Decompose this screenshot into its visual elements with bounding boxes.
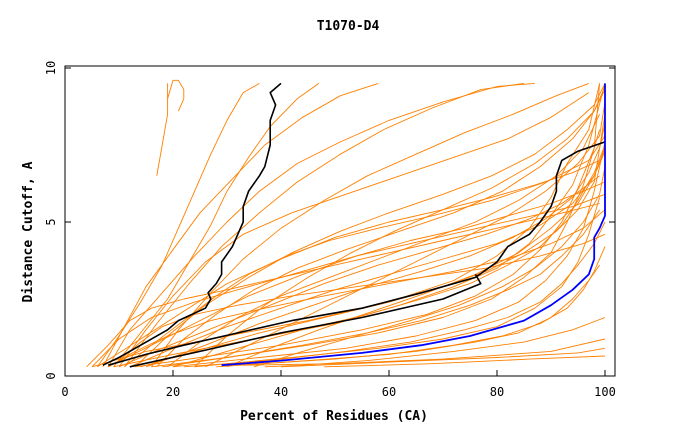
model-line-11 <box>102 82 379 368</box>
model-line-28 <box>156 83 169 176</box>
model-line-36 <box>253 166 606 368</box>
model-line-22 <box>237 264 600 366</box>
best-series-group <box>221 83 606 367</box>
model-series-group <box>86 79 606 368</box>
x-tick-label-5: 100 <box>594 385 616 399</box>
x-tick-label-3: 60 <box>382 385 396 399</box>
y-tick-label-1: 5 <box>44 218 58 225</box>
model-line-30 <box>280 347 606 368</box>
highlight-line-1 <box>107 141 606 366</box>
model-line-20 <box>183 221 606 368</box>
plot-frame <box>64 65 616 377</box>
model-line-25 <box>156 89 606 368</box>
model-line-14 <box>124 135 606 368</box>
model-line-6 <box>118 175 600 368</box>
model-line-29 <box>243 338 606 366</box>
x-tick-label-0: 0 <box>61 385 68 399</box>
highlight-line-2 <box>129 273 482 368</box>
model-line-33 <box>205 101 606 368</box>
model-line-32 <box>118 233 606 361</box>
model-line-34 <box>194 86 606 368</box>
model-line-18 <box>91 193 606 368</box>
model-line-2 <box>135 83 601 368</box>
model-line-3 <box>151 129 601 368</box>
highlight-series-group <box>102 82 606 368</box>
model-line-23 <box>172 144 606 368</box>
model-line-16 <box>140 114 606 368</box>
model-line-24 <box>145 123 606 368</box>
y-tick-label-0: 0 <box>44 372 58 379</box>
y-tick-label-2: 10 <box>44 61 58 75</box>
axis-ticks: 0 20 40 60 80 100 0 5 10 <box>44 61 616 399</box>
chart-title: T1070-D4 <box>317 19 380 34</box>
model-line-40 <box>264 317 606 368</box>
model-line-7 <box>107 181 606 368</box>
model-line-27 <box>167 79 185 112</box>
model-line-10 <box>107 82 535 368</box>
model-line-38 <box>151 82 589 368</box>
model-line-39 <box>124 82 525 368</box>
model-line-41 <box>107 209 606 368</box>
highlight-line-0 <box>102 82 282 366</box>
x-tick-label-4: 80 <box>490 385 504 399</box>
model-line-37 <box>134 83 606 368</box>
model-line-8 <box>97 159 600 368</box>
model-line-26 <box>167 114 601 368</box>
model-line-31 <box>324 355 606 368</box>
x-tick-label-1: 20 <box>166 385 180 399</box>
x-tick-label-2: 40 <box>274 385 288 399</box>
y-axis-label: Distance Cutoff, A <box>21 161 36 302</box>
model-line-13 <box>97 83 260 368</box>
model-line-19 <box>162 209 600 368</box>
best-line <box>221 83 606 367</box>
model-line-12 <box>113 83 320 368</box>
x-axis-label: Percent of Residues (CA) <box>240 409 428 424</box>
